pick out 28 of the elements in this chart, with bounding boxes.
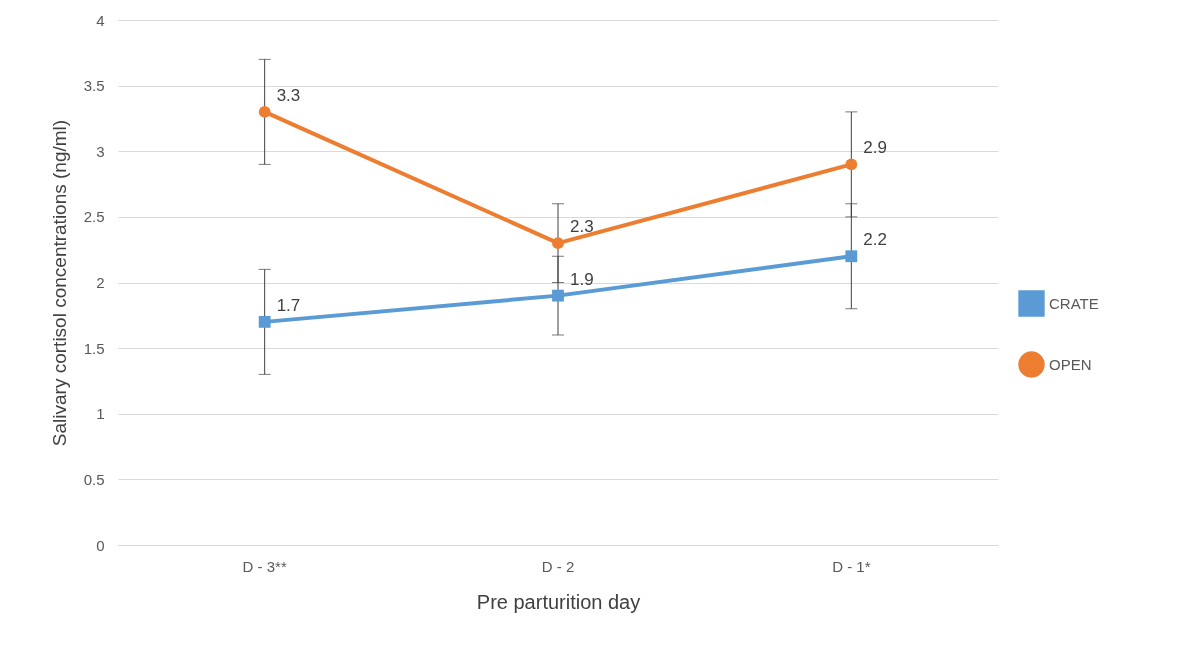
point bbox=[552, 237, 564, 250]
y-tick-label: 1 bbox=[96, 405, 105, 423]
y-tick-label: 0 bbox=[96, 536, 105, 554]
point bbox=[258, 315, 271, 328]
y-tick-label: 4 bbox=[96, 11, 105, 29]
y-tick-label: 0.5 bbox=[83, 470, 105, 488]
data-label: 3.3 bbox=[276, 85, 301, 105]
x-axis-title: Pre parturition day bbox=[476, 590, 641, 613]
y-tick-label: 3 bbox=[96, 142, 105, 160]
data-label: 2.3 bbox=[570, 217, 594, 237]
data-label: 2.9 bbox=[863, 138, 887, 158]
y-tick-label: 2.5 bbox=[83, 208, 105, 226]
y-tick-label: 1.5 bbox=[83, 339, 105, 357]
data-label: 1.9 bbox=[570, 269, 594, 289]
point bbox=[845, 158, 858, 171]
point bbox=[845, 250, 858, 263]
legend-label: OPEN bbox=[1049, 355, 1092, 373]
y-tick-label: 3.5 bbox=[83, 77, 105, 95]
legend-label: CRATE bbox=[1049, 294, 1099, 312]
point bbox=[258, 105, 271, 118]
x-tick-label: D - 1* bbox=[832, 557, 871, 575]
data-label: 2.2 bbox=[863, 230, 887, 250]
x-tick-label: D - 3** bbox=[242, 557, 287, 575]
data-label: 1.7 bbox=[276, 295, 301, 315]
point bbox=[552, 289, 564, 302]
y-axis-title: Salivary cortisol concentrations (ng/ml) bbox=[48, 119, 70, 447]
y-tick-label: 2 bbox=[96, 274, 105, 291]
x-tick-label: D - 2 bbox=[541, 557, 575, 575]
